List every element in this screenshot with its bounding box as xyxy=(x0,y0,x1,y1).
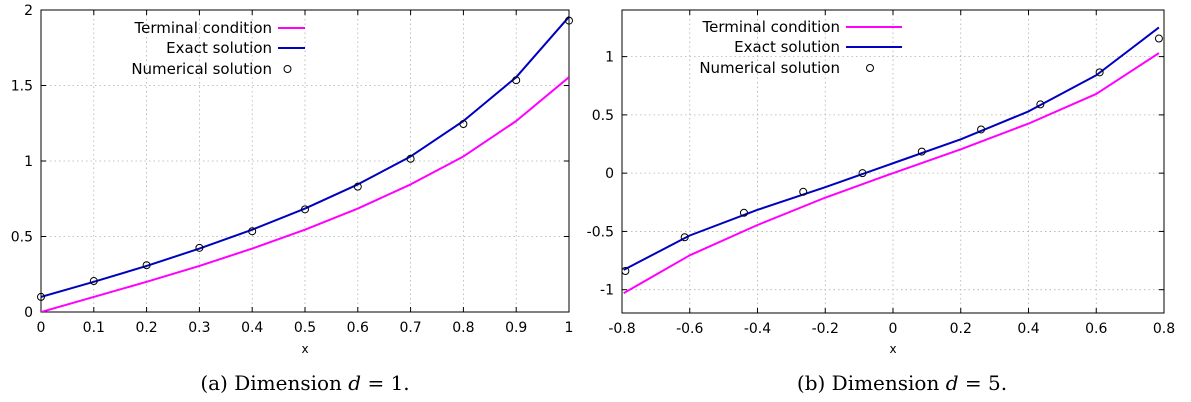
caption-equation: = 1. xyxy=(361,371,410,395)
data-point xyxy=(858,169,867,178)
x-tick-label: 0.3 xyxy=(188,320,210,336)
data-point xyxy=(512,76,521,85)
data-point xyxy=(565,16,573,25)
legend-label: Terminal condition xyxy=(701,18,840,36)
legend-swatch xyxy=(866,64,874,72)
x-tick-label: 0.5 xyxy=(294,320,316,336)
x-tick-label: -0.6 xyxy=(676,321,703,337)
series-line-1 xyxy=(623,26,1160,271)
chart-panel-b: -0.8 -0.6 -0.4 -0.2 0 0.2 0.4 0.6 0.8 -1 -0.5 0 0.5 1… xyxy=(587,9,1175,395)
data-point xyxy=(739,208,748,217)
data-point xyxy=(301,205,309,214)
data-point xyxy=(353,182,362,191)
caption-prefix: (a) Dimension xyxy=(200,371,348,395)
x-tick-label: -0.8 xyxy=(608,321,635,337)
y-tick-label: 1 xyxy=(605,50,614,66)
caption-equation: = 5. xyxy=(959,371,1008,395)
data-point xyxy=(1036,100,1045,109)
x-tick-label: 1 xyxy=(565,320,574,336)
data-point xyxy=(917,147,926,156)
data-point xyxy=(1095,68,1104,77)
data-point xyxy=(406,154,415,163)
series-line-0 xyxy=(41,76,569,312)
y-tick-label: 2 xyxy=(24,3,33,19)
x-tick-label: 0.6 xyxy=(1085,321,1107,337)
x-tick-label: -0.4 xyxy=(744,321,771,337)
data-point xyxy=(142,261,151,270)
x-axis-label: x xyxy=(889,342,896,356)
data-point xyxy=(89,277,98,286)
chart-panel-a: 0 0.1 0.2 0.3 0.4 0.5 0.6 0.7 0.8 0.9 1 0 0.5 1 1.5 2 Te… xyxy=(11,3,574,395)
x-tick-label: 0.8 xyxy=(452,320,474,336)
caption-variable: d xyxy=(946,371,959,395)
legend-swatch xyxy=(283,65,292,73)
data-point xyxy=(459,120,468,129)
legend-label: Numerical solution xyxy=(131,60,272,78)
x-tick-label: 0.1 xyxy=(83,320,105,336)
y-tick-label: 1 xyxy=(24,154,33,170)
figure-caption: (a) Dimension d = 1. xyxy=(200,371,409,395)
data-point xyxy=(195,243,204,252)
figure-caption: (b) Dimension d = 5. xyxy=(797,371,1007,395)
y-tick-label: -0.5 xyxy=(587,224,614,240)
legend-label: Terminal condition xyxy=(133,19,272,37)
x-tick-label: 0 xyxy=(889,321,898,337)
data-point xyxy=(799,187,808,196)
y-tick-label: 0.5 xyxy=(11,230,33,246)
y-tick-label: 0 xyxy=(24,305,33,321)
data-point xyxy=(248,227,257,236)
series-line-0 xyxy=(623,52,1160,295)
y-tick-label: 1.5 xyxy=(11,79,33,95)
y-tick-label: 0.5 xyxy=(592,108,614,124)
legend-label: Exact solution xyxy=(166,39,272,57)
data-point xyxy=(37,292,45,301)
x-tick-label: 0.8 xyxy=(1153,321,1175,337)
x-tick-label: 0.6 xyxy=(347,320,369,336)
data-point xyxy=(680,233,689,242)
x-tick-label: 0.2 xyxy=(135,320,157,336)
legend-label: Numerical solution xyxy=(699,59,840,77)
x-axis-label: x xyxy=(301,342,308,356)
data-point xyxy=(621,267,630,276)
series-line-1 xyxy=(41,16,569,298)
caption-prefix: (b) Dimension xyxy=(797,371,946,395)
x-tick-label: 0.7 xyxy=(399,320,421,336)
x-tick-label: 0.4 xyxy=(241,320,263,336)
legend-label: Exact solution xyxy=(734,38,840,56)
x-tick-label: 0.2 xyxy=(950,321,972,337)
x-tick-label: 0.9 xyxy=(505,320,527,336)
data-point xyxy=(1154,34,1163,43)
x-tick-label: -0.2 xyxy=(812,321,839,337)
y-tick-label: -1 xyxy=(600,283,614,299)
x-tick-label: 0.4 xyxy=(1017,321,1039,337)
data-point xyxy=(977,125,986,134)
y-tick-label: 0 xyxy=(605,166,614,182)
caption-variable: d xyxy=(348,371,361,395)
x-tick-label: 0 xyxy=(37,320,46,336)
